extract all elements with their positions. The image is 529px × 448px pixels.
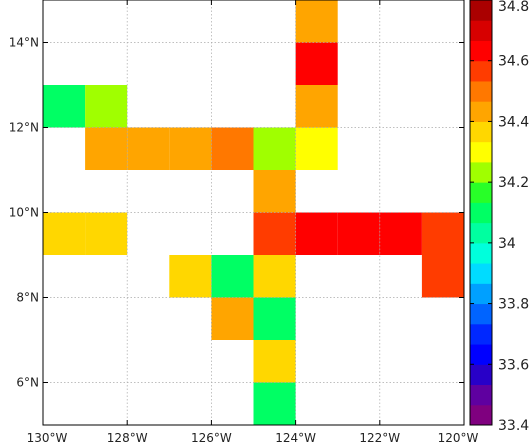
y-tick-label: 10°N [9, 206, 39, 220]
heatmap-cell [211, 255, 254, 298]
colorbar: 33.4 33.6 33.8 34 34.2 34.4 34.6 34.8 [469, 0, 529, 434]
colorbar-swatch [470, 80, 492, 102]
axis-ticks [42, 0, 465, 425]
heatmap-cell [253, 255, 296, 298]
heatmap-cell [253, 127, 296, 170]
heatmap-cell [85, 212, 128, 255]
heatmap-cell [85, 127, 128, 170]
colorbar-swatch [470, 182, 492, 203]
colorbar-swatch [470, 283, 492, 305]
colorbar-swatch [470, 242, 492, 264]
heatmap-cell [253, 340, 296, 383]
heatmap-cell [421, 255, 464, 298]
heatmap-cell [295, 85, 338, 128]
colorbar-swatch [470, 20, 492, 41]
x-tick-label: 124°W [275, 431, 316, 445]
heatmap-cell [295, 212, 338, 255]
heatmap-cell [127, 127, 170, 170]
y-tick-label: 14°N [9, 36, 39, 50]
colorbar-swatch [470, 263, 492, 284]
x-tick-label: 128°W [107, 431, 148, 445]
colorbar-swatch [470, 161, 492, 183]
y-tick-label: 12°N [9, 121, 39, 135]
heatmap-cell [169, 127, 212, 170]
colorbar-tick-label: 33.8 [498, 297, 529, 313]
gridlines [42, 0, 465, 425]
heatmap-cell [43, 212, 86, 255]
heatmap-cell [295, 42, 338, 85]
colorbar-swatch [470, 141, 492, 163]
colorbar-swatch [470, 384, 492, 406]
colorbar-tick-label: 34.2 [498, 175, 529, 191]
colorbar-tick-label: 33.6 [498, 357, 529, 373]
x-tick-label: 120°W [438, 431, 479, 445]
colorbar-swatch [470, 323, 492, 345]
x-tick-label: 126°W [191, 431, 232, 445]
colorbar-swatch [470, 121, 492, 143]
colorbar-tick-label: 34.8 [498, 0, 529, 15]
heatmap-cell [211, 297, 254, 340]
colorbar-frame [469, 0, 493, 426]
y-axis-tick-labels: 6°N 8°N 10°N 12°N 14°N [9, 36, 39, 390]
heatmap-cell [337, 212, 380, 255]
y-tick-label: 6°N [16, 376, 39, 390]
heatmap-cell [379, 212, 422, 255]
colorbar-swatch [470, 202, 492, 224]
colorbar-swatch [470, 344, 492, 365]
colorbar-swatch [470, 404, 492, 426]
colorbar-tick-label: 34 [498, 236, 516, 252]
heatmap-cells [43, 0, 464, 425]
heatmap-cell [253, 170, 296, 213]
heatmap-cell [295, 0, 338, 43]
x-axis-tick-labels: 130°W 128°W 126°W 124°W 122°W 120°W [27, 431, 479, 445]
x-tick-label: 122°W [359, 431, 400, 445]
colorbar-swatch [470, 364, 492, 386]
x-tick-label: 130°W [27, 431, 68, 445]
heatmap-cell [253, 212, 296, 255]
colorbar-tick-label: 34.6 [498, 54, 529, 70]
heatmap-cell [85, 85, 128, 128]
heatmap-cell [253, 297, 296, 340]
heatmap-cell [421, 212, 464, 255]
heatmap-cell [295, 127, 338, 170]
colorbar-tick-label: 34.4 [498, 114, 529, 130]
colorbar-swatch [470, 222, 492, 244]
heatmap-cell [43, 85, 86, 128]
heatmap-cell [253, 382, 296, 425]
colorbar-tick-label: 33.4 [498, 418, 529, 434]
colorbar-swatch [470, 101, 492, 122]
heatmap-cell [169, 255, 212, 298]
colorbar-swatch [470, 60, 492, 82]
colorbar-swatch [470, 0, 492, 21]
y-tick-label: 8°N [16, 291, 39, 305]
colorbar-swatch [470, 303, 492, 325]
colorbar-swatch [470, 40, 492, 62]
heatmap-cell [211, 127, 254, 170]
